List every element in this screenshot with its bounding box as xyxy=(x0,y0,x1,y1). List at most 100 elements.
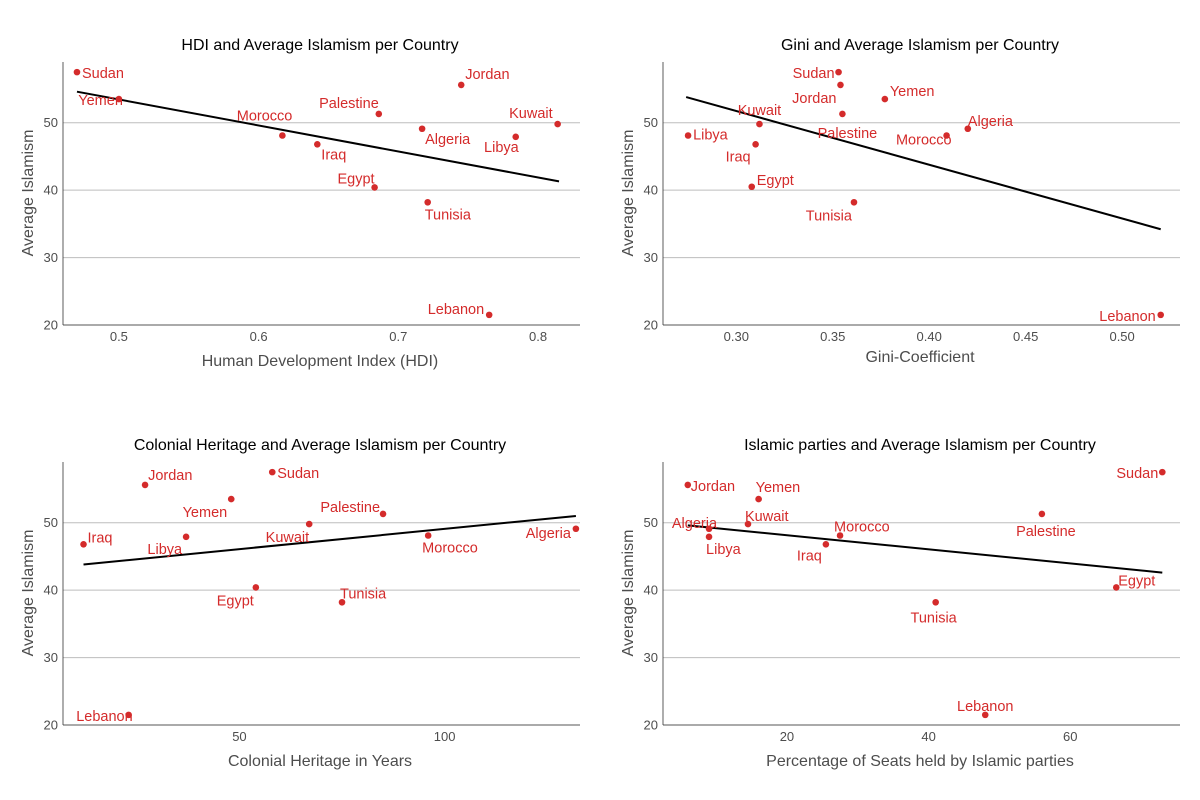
panel-2-xtick-label: 0.30 xyxy=(724,329,749,344)
panel-3-point-algeria xyxy=(572,525,580,533)
panel-2: 20 30 40 50 0.30 0.35 0.40 0.45 0.50 Gini and Ave… xyxy=(620,37,1180,366)
panel-3-point-label-libya: Libya xyxy=(147,542,183,558)
panel-4-point-label-libya: Libya xyxy=(706,542,742,558)
panel-4-point-libya xyxy=(705,533,713,541)
panel-1-point-palestine xyxy=(375,110,383,118)
panel-2-point-label-morocco: Morocco xyxy=(896,133,952,149)
panel-1-point-label-lebanon: Lebanon xyxy=(428,302,484,318)
panel-4-point-label-yemen: Yemen xyxy=(756,480,801,496)
panel-2-ytick-label: 20 xyxy=(644,318,658,333)
panel-3-point-label-morocco: Morocco xyxy=(422,541,478,557)
panel-1-title: HDI and Average Islamism per Country xyxy=(181,37,458,54)
panel-2-point-label-palestine: Palestine xyxy=(818,126,878,142)
panel-4-trend-line xyxy=(687,524,1163,574)
panel-4-point-label-lebanon: Lebanon xyxy=(957,699,1013,715)
panel-4-point-lebanon xyxy=(981,711,989,719)
panel-4-ytick-label: 20 xyxy=(644,718,658,733)
panel-3-ytick-label: 50 xyxy=(44,515,58,530)
panel-4-point-label-sudan: Sudan xyxy=(1116,466,1158,482)
panel-4-point-label-egypt: Egypt xyxy=(1118,573,1155,589)
panel-1-point-label-tunisia: Tunisia xyxy=(425,207,472,223)
panel-4-ytick-label: 50 xyxy=(644,515,658,530)
panel-1-point-label-jordan: Jordan xyxy=(465,67,509,83)
panel-4: 20 30 40 50 20 40 60 Islamic parties and Averag… xyxy=(620,437,1180,770)
panel-1-ytick-label: 30 xyxy=(44,250,58,265)
panel-1: 20 30 40 50 0.5 0.6 0.7 0.8 HDI and Average Isla… xyxy=(20,37,580,370)
panel-4-ytick-label: 40 xyxy=(644,583,658,598)
panel-2-ytick-label: 30 xyxy=(644,250,658,265)
panel-1-point-label-morocco: Morocco xyxy=(237,109,293,125)
panel-3-point-label-yemen: Yemen xyxy=(183,505,228,521)
panel-2-point-sudan xyxy=(835,68,842,76)
panel-1-ytick-label: 50 xyxy=(44,115,58,130)
panel-2-point-label-yemen: Yemen xyxy=(890,84,935,100)
panel-3-trend-line xyxy=(83,514,576,566)
panel-1-point-lebanon xyxy=(485,311,493,319)
panel-4-point-label-iraq: Iraq xyxy=(797,548,822,564)
panel-4-point-label-palestine: Palestine xyxy=(1016,524,1076,540)
panel-2-point-label-iraq: Iraq xyxy=(726,149,751,165)
panel-1-xtick-label: 0.7 xyxy=(389,329,407,344)
panel-3-point-yemen xyxy=(227,495,235,503)
panel-1-x-axis-title: Human Development Index (HDI) xyxy=(202,353,439,370)
panel-3-ytick-label: 40 xyxy=(44,583,58,598)
panel-3-point-kuwait xyxy=(305,520,313,528)
panel-3-point-label-iraq: Iraq xyxy=(88,530,113,546)
panel-4-point-jordan xyxy=(684,481,692,489)
panel-1-point-iraq xyxy=(314,140,321,148)
panel-2-xtick-label: 0.45 xyxy=(1013,329,1038,344)
panel-3-ytick-label: 30 xyxy=(44,650,58,665)
panel-1-point-sudan xyxy=(73,68,81,76)
panel-1-point-yemen xyxy=(115,95,123,103)
panel-4-point-label-tunisia: Tunisia xyxy=(911,610,958,626)
panel-4-title: Islamic parties and Average Islamism per… xyxy=(744,437,1096,454)
panel-2-point-label-tunisia: Tunisia xyxy=(806,208,853,224)
panel-2-point-yemen xyxy=(881,95,889,103)
panel-4-point-kuwait xyxy=(744,520,752,528)
panel-1-xtick-label: 0.6 xyxy=(250,329,268,344)
panel-2-y-axis-title: Average Islamism xyxy=(620,130,637,257)
panel-1-point-label-palestine: Palestine xyxy=(319,96,379,112)
panel-1-point-label-libya: Libya xyxy=(484,140,520,156)
panel-3-xtick-label: 50 xyxy=(232,729,246,744)
panel-1-point-morocco xyxy=(279,132,286,139)
panel-2-point-jordan xyxy=(837,81,844,89)
panel-4-point-algeria xyxy=(705,525,713,533)
panel-1-point-label-egypt: Egypt xyxy=(338,171,375,187)
panel-3-point-morocco xyxy=(424,532,432,539)
panel-4-point-iraq xyxy=(822,540,830,548)
panel-3-point-jordan xyxy=(141,481,149,489)
panel-4-point-label-algeria: Algeria xyxy=(672,516,718,532)
panel-1-point-tunisia xyxy=(424,198,431,206)
panel-2-point-label-lebanon: Lebanon xyxy=(1099,309,1155,325)
panel-3-point-egypt xyxy=(252,584,260,591)
panel-2-title: Gini and Average Islamism per Country xyxy=(781,37,1059,54)
panel-1-point-label-sudan: Sudan xyxy=(82,66,124,82)
panel-4-point-label-jordan: Jordan xyxy=(691,479,735,495)
panel-4-point-morocco xyxy=(836,532,844,539)
panel-3-point-label-palestine: Palestine xyxy=(320,500,380,516)
panel-1-point-libya xyxy=(512,133,520,141)
panel-4-xtick-label: 40 xyxy=(921,729,935,744)
panel-2-point-label-jordan: Jordan xyxy=(792,91,836,107)
panel-2-x-axis-title: Gini-Coefficient xyxy=(865,349,975,366)
panel-4-point-label-kuwait: Kuwait xyxy=(745,509,789,525)
panel-2-point-label-egypt: Egypt xyxy=(757,173,794,189)
panel-1-ytick-label: 20 xyxy=(44,318,58,333)
panel-3-point-tunisia xyxy=(338,598,346,606)
panel-1-ytick-label: 40 xyxy=(44,183,58,198)
panel-1-xtick-label: 0.8 xyxy=(529,329,547,344)
panel-3-point-label-tunisia: Tunisia xyxy=(340,586,387,602)
panel-1-y-axis-title: Average Islamism xyxy=(20,130,37,257)
panel-2-point-palestine xyxy=(839,110,846,118)
panel-3-point-libya xyxy=(182,533,190,541)
panel-3-title: Colonial Heritage and Average Islamism p… xyxy=(134,437,506,454)
panel-2-point-morocco xyxy=(943,132,950,139)
panel-3-point-label-sudan: Sudan xyxy=(277,466,319,482)
panel-1-point-jordan xyxy=(457,81,465,89)
panel-1-point-label-kuwait: Kuwait xyxy=(509,106,553,122)
panel-1-point-kuwait xyxy=(554,120,561,128)
panel-4-point-label-morocco: Morocco xyxy=(834,520,890,536)
panel-3-point-label-egypt: Egypt xyxy=(217,593,254,609)
panel-4-point-yemen xyxy=(755,495,762,503)
